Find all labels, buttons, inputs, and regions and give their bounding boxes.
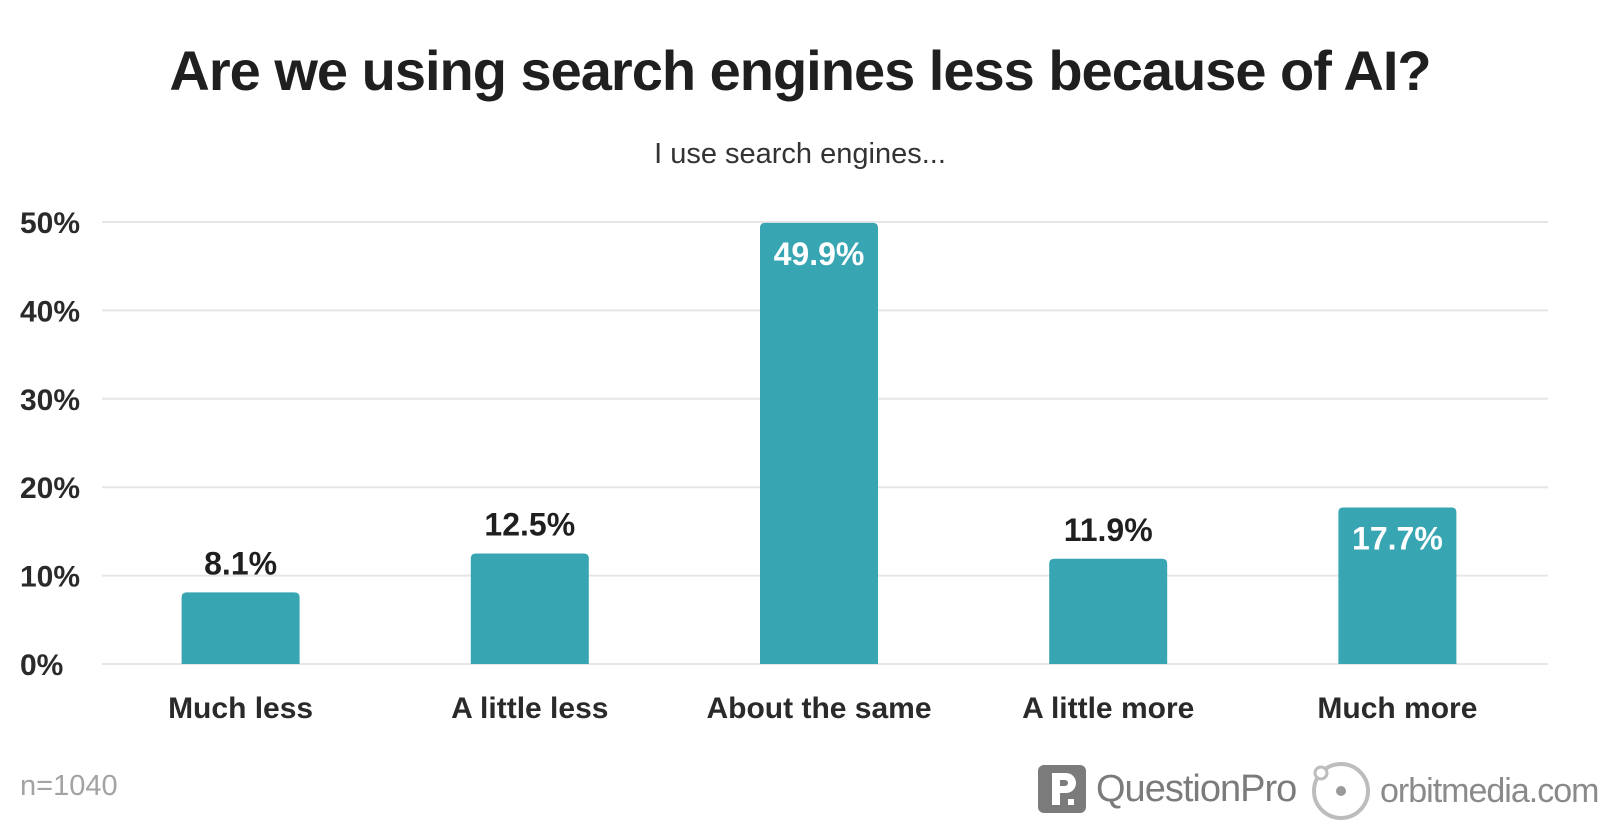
chart-subtitle: I use search engines...	[654, 138, 946, 170]
x-tick-label: Much less	[168, 692, 313, 725]
chart-title: Are we using search engines less because…	[169, 39, 1431, 102]
y-tick-label: 30%	[20, 384, 80, 417]
data-label: 12.5%	[484, 507, 575, 543]
orbitmedia-logo: orbitmedia.com	[1310, 760, 1599, 822]
questionpro-logo-text: QuestionPro	[1096, 767, 1297, 810]
bar	[181, 592, 300, 664]
bar	[1338, 507, 1457, 664]
data-label: 8.1%	[204, 545, 277, 581]
data-label: 11.9%	[1064, 512, 1153, 548]
sample-size-note: n=1040	[20, 770, 118, 802]
questionpro-logo: QuestionPro	[1038, 765, 1297, 813]
questionpro-logo-icon	[1038, 765, 1086, 813]
x-tick-label: A little less	[451, 692, 608, 725]
bar	[760, 222, 878, 664]
data-label: 17.7%	[1352, 521, 1443, 557]
orbitmedia-logo-text: orbitmedia.com	[1380, 771, 1599, 810]
x-tick-label: Much more	[1317, 692, 1477, 725]
y-tick-label: 10%	[20, 561, 80, 594]
y-tick-label: 0%	[20, 649, 63, 682]
data-label: 49.9%	[774, 236, 865, 272]
x-tick-label: About the same	[706, 692, 931, 725]
y-tick-label: 50%	[20, 207, 80, 240]
orbit-icon	[1312, 762, 1370, 820]
x-tick-label: A little more	[1022, 692, 1194, 725]
y-tick-label: 20%	[20, 472, 80, 505]
bar-chart: 0% 10% 20% 30% 40% 50% 8.1% Much less 12.5% A lit…	[20, 207, 1548, 725]
bar	[1049, 558, 1168, 664]
bar	[470, 553, 589, 664]
y-tick-label: 40%	[20, 295, 80, 328]
